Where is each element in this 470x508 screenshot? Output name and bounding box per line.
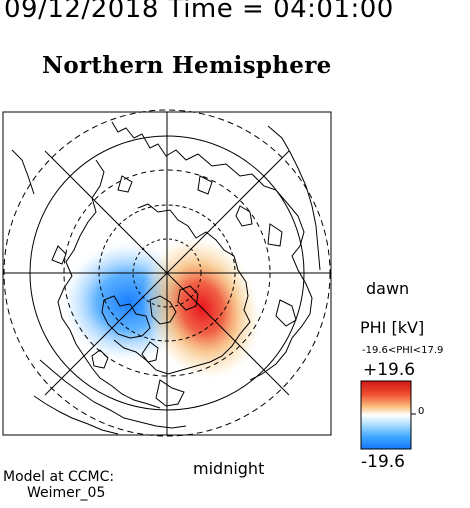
colorbar-zero-label: 0 bbox=[418, 406, 425, 417]
hemisphere-title: Northern Hemisphere bbox=[42, 52, 332, 79]
midnight-label: midnight bbox=[193, 459, 265, 478]
colorbar-title: PHI [kV] bbox=[360, 318, 425, 337]
time-title: 09/12/2018 Time = 04:01:00 bbox=[4, 0, 394, 24]
colorbar-max-label: +19.6 bbox=[363, 360, 416, 380]
model-credit-line1: Model at CCMC: bbox=[3, 469, 115, 485]
dawn-label: dawn bbox=[366, 279, 410, 298]
colorbar-min-label: -19.6 bbox=[361, 452, 405, 472]
plot-frame bbox=[2, 111, 332, 436]
meridians bbox=[3, 112, 331, 435]
coastlines bbox=[11, 121, 321, 435]
colorbar-range: -19.6<PHI<17.9 bbox=[362, 345, 444, 356]
colorbar-gradient bbox=[360, 380, 412, 450]
colorbar bbox=[360, 380, 416, 450]
potential-pattern bbox=[60, 234, 262, 382]
model-credit-line2: Weimer_05 bbox=[27, 485, 106, 501]
